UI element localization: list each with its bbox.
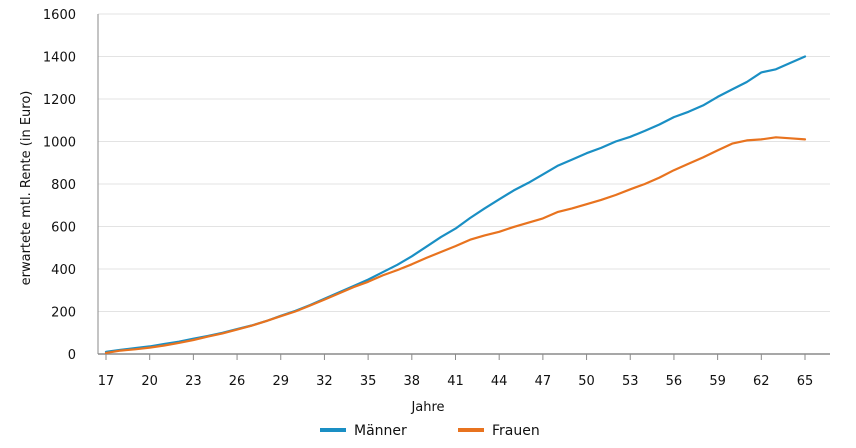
- x-tick-label: 29: [272, 374, 289, 389]
- x-tick-label: 47: [535, 374, 552, 389]
- y-tick-label: 200: [51, 306, 76, 321]
- legend-swatch-1: [320, 428, 346, 432]
- series-line-1: [104, 55, 807, 353]
- series-lines: [104, 55, 807, 354]
- axes: [97, 14, 830, 355]
- y-tick-label: 0: [68, 348, 76, 363]
- y-tick-label: 600: [51, 221, 76, 236]
- x-tick-label: 56: [666, 374, 683, 389]
- y-tick-label: 1200: [43, 93, 76, 108]
- x-tick-label: 59: [709, 374, 726, 389]
- legend-label-1: Männer: [354, 423, 407, 439]
- y-tick-label: 400: [51, 263, 76, 278]
- x-axis-title: Jahre: [410, 400, 444, 415]
- x-tick-label: 26: [229, 374, 246, 389]
- x-tick-label: 35: [360, 374, 377, 389]
- x-tick-label: 17: [98, 374, 115, 389]
- gridlines: [98, 13, 830, 312]
- y-tick-label: 1400: [43, 51, 76, 66]
- x-tick-label: 53: [622, 374, 639, 389]
- y-tick-label: 800: [51, 178, 76, 193]
- x-tick-label: 20: [141, 374, 158, 389]
- y-tick-label: 1000: [43, 136, 76, 151]
- x-tick-label: 23: [185, 374, 202, 389]
- x-tick-label: 62: [753, 374, 770, 389]
- legend-swatch-2: [458, 428, 484, 432]
- x-tick-label: 41: [447, 374, 464, 389]
- x-tick-label: 44: [491, 374, 508, 389]
- x-tick-label: 32: [316, 374, 333, 389]
- y-axis-title: erwartete mtl. Rente (in Euro): [19, 91, 34, 286]
- x-axis-ticks: 17 20 23 26 29 32 35 38 41 44 47 50 53 56 59 62 65: [98, 354, 814, 389]
- legend: Männer Frauen: [320, 423, 540, 439]
- series-line-2: [104, 136, 807, 354]
- x-tick-label: 65: [797, 374, 814, 389]
- y-axis-ticks: 0 200 400 600 800 1000 1200 1400 1600: [43, 8, 76, 363]
- y-tick-label: 1600: [43, 8, 76, 23]
- legend-label-2: Frauen: [492, 423, 540, 439]
- x-tick-label: 38: [404, 374, 421, 389]
- x-tick-label: 50: [578, 374, 595, 389]
